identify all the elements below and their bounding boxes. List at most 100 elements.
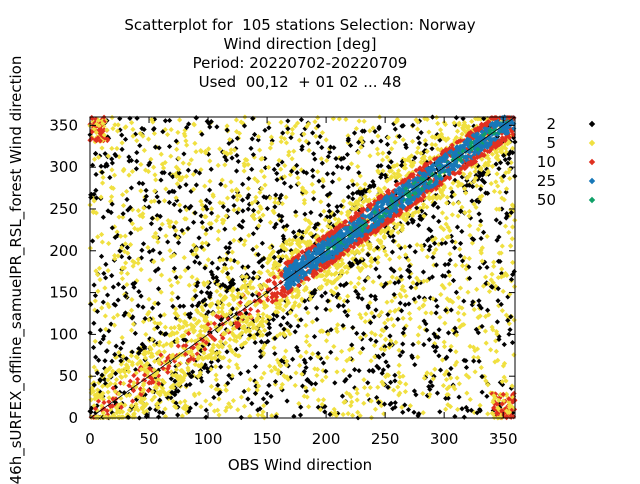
data-point <box>170 398 176 405</box>
data-point <box>503 215 509 221</box>
data-point <box>325 202 332 208</box>
data-point <box>163 233 169 239</box>
data-point <box>436 353 442 359</box>
data-point <box>260 311 266 317</box>
data-point <box>233 320 239 326</box>
data-point <box>453 332 460 338</box>
data-point <box>307 355 314 361</box>
data-point <box>171 265 178 272</box>
data-point <box>452 137 458 143</box>
data-point <box>272 199 278 206</box>
data-point <box>406 154 412 161</box>
data-point <box>415 339 422 346</box>
data-point <box>237 332 243 338</box>
data-point <box>192 210 198 216</box>
data-point <box>91 382 97 388</box>
data-point <box>372 406 379 412</box>
data-point <box>381 401 388 407</box>
data-point <box>138 188 144 194</box>
data-point <box>267 219 274 226</box>
data-point <box>499 243 505 249</box>
data-point <box>238 342 245 348</box>
data-point <box>315 140 321 146</box>
data-point <box>507 291 513 297</box>
data-point <box>361 187 367 194</box>
data-point <box>204 118 210 124</box>
data-point <box>411 296 417 302</box>
data-point <box>134 278 140 284</box>
data-point <box>123 188 130 195</box>
data-point <box>90 344 97 351</box>
data-point <box>271 279 277 286</box>
data-point <box>216 412 222 418</box>
data-point <box>97 277 103 283</box>
data-point <box>147 365 153 372</box>
data-point <box>147 406 153 412</box>
data-point <box>488 347 494 353</box>
data-point <box>376 365 382 371</box>
data-point <box>251 154 257 160</box>
data-point <box>430 343 437 350</box>
data-point <box>380 351 386 358</box>
data-point <box>344 248 351 254</box>
data-point <box>357 191 363 197</box>
data-point <box>175 412 181 418</box>
data-point <box>412 249 418 255</box>
data-point <box>256 291 262 297</box>
data-point <box>383 252 389 258</box>
data-point <box>420 201 427 208</box>
data-point <box>241 323 247 329</box>
data-point <box>437 409 443 415</box>
data-point <box>109 225 115 231</box>
data-point <box>476 358 482 364</box>
data-point <box>276 157 282 163</box>
data-point <box>169 297 175 303</box>
data-point <box>508 314 514 320</box>
data-point <box>286 152 292 158</box>
data-point <box>262 155 268 162</box>
data-point <box>356 118 362 124</box>
data-point <box>407 316 413 322</box>
data-point <box>483 340 489 346</box>
data-point <box>303 364 309 371</box>
data-point <box>340 242 346 248</box>
data-point <box>332 216 338 222</box>
data-point <box>171 325 178 331</box>
data-point <box>367 241 373 248</box>
data-point <box>210 275 216 281</box>
data-point <box>99 383 106 389</box>
data-point <box>260 212 266 218</box>
data-point <box>102 365 108 372</box>
data-point <box>348 394 354 400</box>
data-point <box>129 297 135 303</box>
data-point <box>109 160 115 166</box>
data-point <box>197 369 203 376</box>
data-point <box>484 166 490 172</box>
data-point <box>414 205 420 211</box>
data-point <box>210 192 216 198</box>
data-point <box>106 399 112 405</box>
data-point <box>428 371 434 377</box>
data-point <box>471 201 477 207</box>
data-point <box>239 292 245 298</box>
data-point <box>495 357 501 363</box>
data-point <box>271 224 278 230</box>
data-point <box>154 383 160 389</box>
data-point <box>93 195 100 201</box>
data-point <box>200 206 206 212</box>
data-point <box>334 204 340 210</box>
data-point <box>391 121 397 127</box>
data-point <box>105 301 111 307</box>
data-point <box>106 304 112 310</box>
data-point <box>239 197 246 203</box>
data-point <box>153 177 159 183</box>
data-point <box>342 264 348 270</box>
data-point <box>205 257 211 263</box>
data-point <box>236 206 242 212</box>
data-point <box>279 201 285 207</box>
data-point <box>429 237 436 243</box>
data-point <box>495 274 501 281</box>
data-point <box>488 180 494 187</box>
data-point <box>104 292 111 298</box>
data-point <box>506 166 513 172</box>
